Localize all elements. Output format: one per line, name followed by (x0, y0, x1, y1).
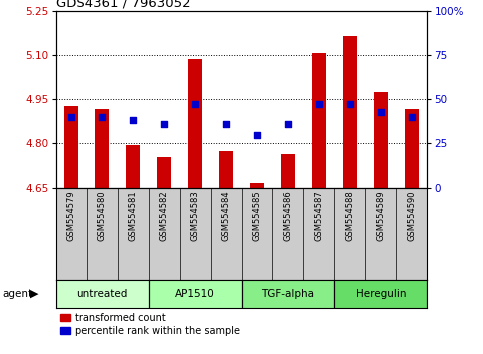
Legend: transformed count, percentile rank within the sample: transformed count, percentile rank withi… (60, 313, 240, 336)
Bar (149, 280, 242, 308)
Text: GSM554589: GSM554589 (376, 190, 385, 241)
Text: GSM554586: GSM554586 (284, 190, 293, 241)
Bar (312, 53, 326, 188)
Point (222, 121, 230, 127)
Bar (219, 151, 233, 188)
Point (284, 121, 292, 127)
Point (98, 114, 106, 120)
Bar (281, 154, 295, 188)
Point (160, 121, 168, 127)
Bar (188, 59, 202, 188)
Text: GSM554590: GSM554590 (408, 190, 416, 241)
Text: GSM554581: GSM554581 (128, 190, 138, 241)
Bar (56, 280, 149, 308)
Point (253, 132, 261, 137)
Text: GSM554585: GSM554585 (253, 190, 261, 241)
Point (408, 114, 416, 120)
Point (346, 102, 354, 107)
Bar (242, 280, 334, 308)
Text: Heregulin: Heregulin (355, 289, 406, 299)
Point (67, 114, 75, 120)
Text: GSM554588: GSM554588 (345, 190, 355, 241)
Bar (334, 280, 427, 308)
Text: GDS4361 / 7963052: GDS4361 / 7963052 (56, 0, 190, 10)
Bar (374, 92, 388, 188)
Text: untreated: untreated (76, 289, 128, 299)
Bar (343, 36, 357, 188)
Text: GSM554583: GSM554583 (190, 190, 199, 241)
Bar (157, 156, 171, 188)
Text: GSM554580: GSM554580 (98, 190, 107, 241)
Text: agent: agent (2, 289, 32, 299)
Point (129, 118, 137, 123)
Point (191, 102, 199, 107)
Point (315, 102, 323, 107)
Text: GSM554579: GSM554579 (67, 190, 75, 241)
Bar (95, 109, 109, 188)
Bar (64, 107, 78, 188)
Bar (126, 145, 140, 188)
Text: GSM554584: GSM554584 (222, 190, 230, 241)
Bar (250, 183, 264, 188)
Text: ▶: ▶ (30, 289, 39, 299)
Text: TGF-alpha: TGF-alpha (261, 289, 314, 299)
Text: AP1510: AP1510 (175, 289, 215, 299)
Text: GSM554582: GSM554582 (159, 190, 169, 241)
Point (377, 109, 385, 114)
Bar (405, 109, 419, 188)
Text: GSM554587: GSM554587 (314, 190, 324, 241)
